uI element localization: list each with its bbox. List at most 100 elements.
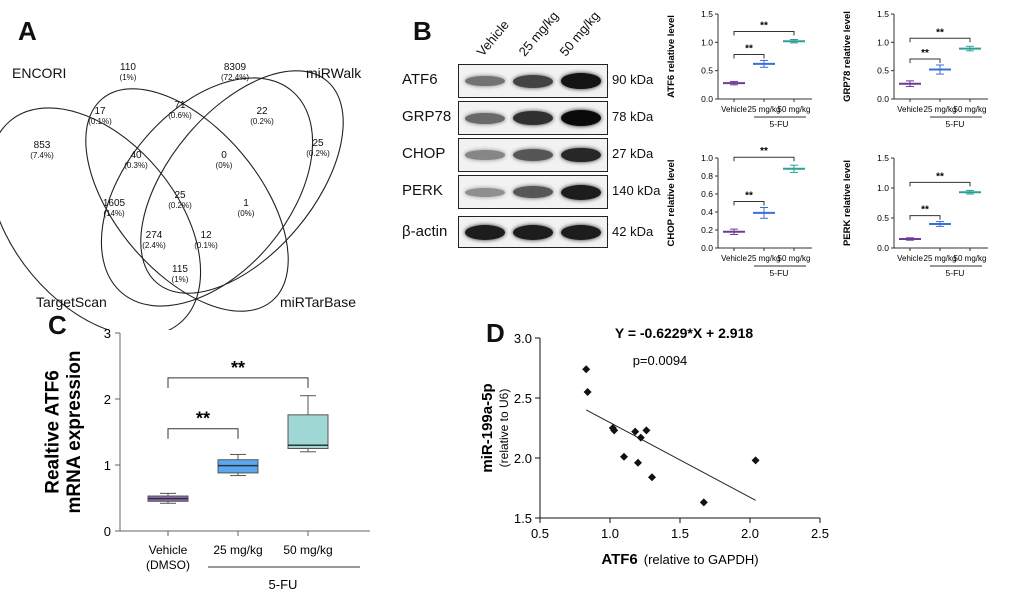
venn-region: 25(0.2%) — [306, 138, 330, 158]
venn-ellipse-mirwalk — [100, 77, 314, 307]
y-tick-label: 2.0 — [514, 451, 532, 466]
x-tick-label: 50 mg/kg — [954, 254, 987, 263]
venn-region-pct: (0.1%) — [194, 241, 218, 250]
venn-region: 25(0.2%) — [168, 190, 192, 210]
venn-region-pct: (0.2%) — [306, 149, 330, 158]
blot-column-header: 50 mg/kg — [556, 8, 603, 59]
blot-strip — [458, 64, 608, 98]
blot-strip — [458, 138, 608, 172]
group-label: 5-FU — [269, 577, 298, 592]
venn-region: 8309(72.4%) — [221, 62, 249, 82]
y-axis-label: PERK relative level — [842, 160, 853, 246]
significance-label: ** — [936, 27, 944, 38]
chart-title: Y = -0.6229*X + 2.918 — [615, 325, 754, 341]
x-tick-label: 50 mg/kg — [778, 105, 811, 114]
significance-label: ** — [760, 146, 768, 157]
y-tick-label: 1.5 — [877, 9, 889, 19]
significance-bracket — [733, 31, 795, 36]
x-tick-label: 25 mg/kg — [924, 254, 957, 263]
venn-region-count: 40 — [130, 150, 142, 161]
blot-kda-label: 27 kDa — [612, 146, 654, 161]
significance-bracket — [733, 156, 795, 162]
group-label: 5-FU — [946, 119, 965, 129]
venn-region: 40(0.3%) — [124, 150, 148, 170]
blot-band — [561, 110, 601, 126]
blot-row-label: GRP78 — [402, 108, 452, 125]
blot-band — [513, 224, 553, 240]
y-axis-label: GRP78 relative level — [842, 11, 853, 102]
x-tick-label: Vehicle — [897, 105, 923, 114]
panel-letter-c: C — [48, 310, 67, 340]
significance-label: ** — [936, 171, 944, 182]
data-point — [642, 426, 651, 435]
blot-band — [561, 147, 601, 163]
venn-region: 17(0.1%) — [88, 106, 112, 126]
blot-kda-label: 140 kDa — [612, 183, 661, 198]
x-tick-label: 25 mg/kg — [924, 105, 957, 114]
venn-region: 71(0.6%) — [168, 100, 192, 120]
grp78-relative-level-chart: GRP78 relative level 0.0 0.5 1.0 1.5 Vehicle 2… — [842, 9, 988, 129]
x-tick-label: Vehicle — [149, 543, 188, 557]
blot-kda-label: 90 kDa — [612, 72, 654, 87]
significance-bracket — [909, 58, 941, 63]
y-tick-label: 0.5 — [877, 213, 889, 223]
chart-subtitle: p=0.0094 — [633, 353, 688, 368]
x-tick-label: (DMSO) — [146, 558, 190, 572]
y-tick-label: 2.5 — [514, 391, 532, 406]
significance-label: ** — [921, 205, 929, 216]
venn-region: 1(0%) — [238, 198, 255, 218]
data-point — [610, 426, 619, 435]
y-tick-label: 1.5 — [701, 9, 713, 19]
blot-band — [561, 184, 601, 200]
y-tick-label: 0.5 — [877, 66, 889, 76]
significance-label: ** — [921, 48, 929, 59]
panel-letter-d: D — [486, 318, 505, 348]
significance-bracket — [167, 377, 309, 388]
group-label: 5-FU — [770, 119, 789, 129]
venn-region-pct: (0.1%) — [88, 117, 112, 126]
significance-bracket — [909, 215, 941, 220]
data-point — [631, 427, 640, 436]
blot-band — [513, 186, 553, 198]
venn-set-label: TargetScan — [36, 294, 107, 310]
blot-strip — [458, 216, 608, 248]
blot-strip — [458, 101, 608, 135]
significance-bracket — [733, 201, 765, 206]
venn-region-count: 17 — [94, 106, 106, 117]
venn-region-pct: (0.2%) — [250, 117, 274, 126]
perk-relative-level-chart: PERK relative level 0.0 0.5 1.0 1.5 Vehicle 25… — [842, 153, 988, 278]
y-tick-label: 0.6 — [701, 189, 713, 199]
venn-region-pct: (14%) — [103, 209, 125, 218]
data-point — [699, 498, 708, 507]
venn-region: 110(1%) — [120, 62, 137, 82]
y-tick-label: 0 — [104, 524, 111, 539]
x-tick-label: 25 mg/kg — [748, 254, 781, 263]
y-tick-label: 1.5 — [514, 511, 532, 526]
y-tick-label: 0.0 — [701, 94, 713, 104]
x-tick-label: Vehicle — [721, 254, 747, 263]
x-tick-label: 2.5 — [811, 526, 829, 541]
y-axis-label-line: mRNA expression — [64, 351, 85, 514]
x-tick-label: 0.5 — [531, 526, 549, 541]
data-point — [636, 433, 645, 442]
data-point — [751, 456, 760, 465]
y-tick-label: 0.0 — [877, 243, 889, 253]
venn-region: 115(1%) — [172, 264, 189, 284]
blot-kda-label: 78 kDa — [612, 109, 654, 124]
y-axis-unit: (relative to U6) — [497, 389, 511, 468]
blot-band — [561, 73, 601, 89]
significance-label: ** — [231, 358, 245, 378]
y-tick-label: 1 — [104, 458, 111, 473]
blot-row-label: PERK — [402, 182, 443, 199]
data-point — [648, 473, 656, 482]
venn-region-pct: (1%) — [120, 73, 137, 82]
significance-bracket — [167, 428, 239, 439]
y-tick-label: 3 — [104, 326, 111, 341]
blot-column-header: 25 mg/kg — [515, 8, 562, 59]
x-axis-label-name: ATF6 — [601, 551, 637, 568]
venn-ellipse-mirtarbase — [140, 70, 344, 294]
venn-region-pct: (0%) — [238, 209, 255, 218]
venn-diagram: ENCORI miRWalk TargetScan miRTarBase 110… — [0, 62, 362, 330]
x-tick-label: 50 mg/kg — [778, 254, 811, 263]
blot-kda-label: 42 kDa — [612, 224, 654, 239]
